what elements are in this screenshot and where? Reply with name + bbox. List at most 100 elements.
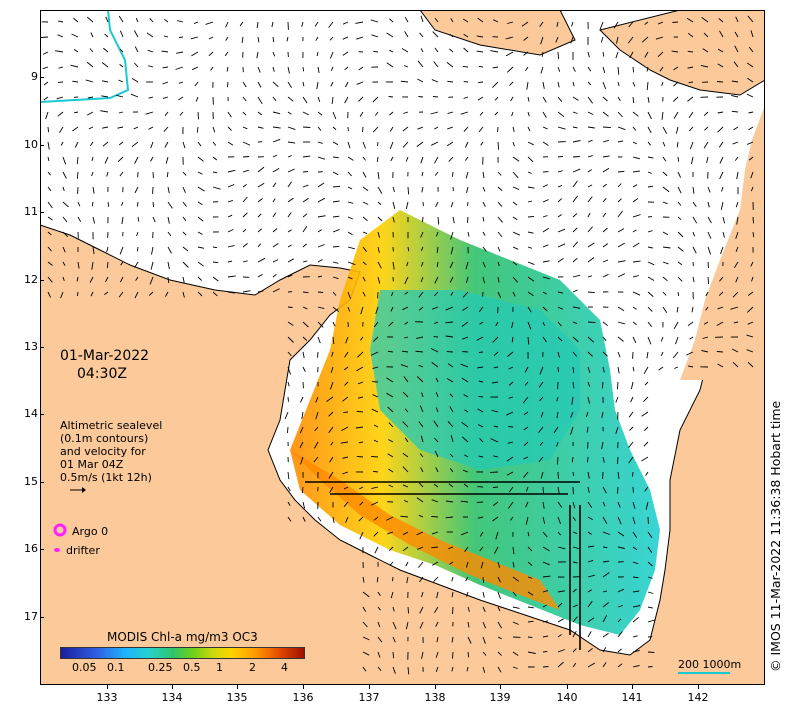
velocity-arrow (687, 96, 694, 102)
velocity-arrow (615, 426, 619, 434)
velocity-arrow (302, 321, 309, 328)
velocity-arrow (449, 406, 454, 413)
velocity-arrow (748, 126, 754, 131)
velocity-arrow (617, 531, 625, 537)
velocity-arrow (512, 651, 519, 656)
velocity-arrow (587, 351, 593, 357)
velocity-arrow (587, 396, 590, 404)
velocity-arrow (525, 66, 529, 71)
velocity-arrow (104, 156, 109, 164)
velocity-arrow (287, 197, 294, 203)
velocity-arrow (527, 126, 531, 132)
velocity-arrow (462, 306, 469, 311)
velocity-arrow (572, 96, 579, 101)
map-canvas (40, 10, 765, 685)
velocity-arrow (149, 276, 154, 285)
velocity-arrow (542, 531, 548, 538)
velocity-arrow (617, 663, 623, 668)
velocity-arrow (362, 186, 369, 192)
velocity-arrow (271, 21, 274, 28)
velocity-arrow (615, 396, 619, 403)
velocity-arrow (345, 336, 349, 344)
velocity-arrow (477, 366, 484, 369)
velocity-arrow (418, 514, 424, 518)
velocity-arrow (587, 531, 592, 535)
velocity-arrow (632, 306, 637, 310)
velocity-arrow (347, 246, 355, 250)
velocity-arrow (492, 486, 499, 488)
velocity-arrow (572, 111, 578, 114)
velocity-arrow (360, 306, 364, 315)
lon-tick: 139 (480, 685, 520, 704)
velocity-arrow (62, 171, 67, 179)
velocity-arrow (647, 306, 653, 312)
velocity-arrow (701, 17, 709, 23)
velocity-arrow (451, 591, 454, 598)
velocity-arrow (47, 201, 53, 209)
velocity-arrow (332, 291, 337, 296)
velocity-arrow (527, 620, 534, 623)
velocity-arrow (539, 441, 544, 446)
velocity-arrow (417, 60, 424, 68)
velocity-arrow (434, 276, 439, 284)
velocity-arrow (400, 515, 409, 518)
velocity-arrow (402, 484, 409, 488)
velocity-arrow (731, 110, 739, 113)
velocity-arrow (357, 351, 364, 358)
velocity-arrow (62, 261, 66, 266)
velocity-arrow (450, 434, 454, 443)
velocity-arrow (272, 212, 277, 218)
velocity-arrow (302, 516, 306, 522)
velocity-arrow (178, 36, 184, 39)
velocity-arrow (406, 576, 409, 584)
velocity-arrow (401, 350, 409, 353)
velocity-arrow (377, 621, 381, 628)
velocity-arrow (166, 171, 169, 178)
velocity-arrow (88, 126, 94, 130)
velocity-arrow (317, 244, 325, 248)
velocity-arrow (287, 486, 291, 492)
drifter-label: drifter (66, 544, 100, 557)
velocity-arrow (508, 486, 514, 493)
velocity-arrow (736, 216, 739, 225)
velocity-arrow (317, 275, 323, 278)
velocity-arrow (587, 155, 593, 158)
velocity-arrow (377, 231, 381, 238)
velocity-arrow (572, 140, 581, 143)
velocity-arrow (462, 18, 469, 23)
velocity-arrow (431, 531, 439, 535)
velocity-arrow (344, 96, 349, 104)
velocity-arrow (40, 36, 49, 38)
velocity-arrow (182, 231, 187, 236)
velocity-arrow (617, 605, 624, 608)
velocity-arrow (497, 666, 502, 673)
velocity-arrow (134, 46, 139, 53)
velocity-arrow (617, 516, 622, 525)
velocity-arrow (60, 291, 64, 299)
velocity-arrow (587, 81, 592, 86)
velocity-arrow (686, 17, 694, 23)
velocity-arrow (302, 96, 308, 104)
velocity-arrow (212, 141, 217, 146)
velocity-arrow (119, 246, 124, 255)
velocity-arrow (417, 546, 424, 550)
velocity-arrow (602, 546, 608, 549)
velocity-arrow (103, 47, 109, 53)
velocity-arrow (343, 486, 349, 490)
velocity-arrow (302, 184, 309, 188)
velocity-arrow (527, 306, 532, 313)
velocity-arrow (492, 66, 499, 69)
velocity-arrow (419, 576, 424, 583)
velocity-arrow (449, 561, 454, 565)
velocity-arrow (632, 531, 638, 538)
velocity-arrow (135, 276, 139, 281)
velocity-arrow (646, 351, 649, 359)
velocity-arrow (358, 96, 364, 102)
velocity-arrow (117, 126, 124, 129)
velocity-arrow (392, 216, 395, 223)
velocity-arrow (362, 156, 366, 161)
velocity-arrow (418, 482, 424, 488)
velocity-arrow (257, 257, 266, 263)
velocity-arrow (433, 576, 439, 583)
velocity-arrow (372, 126, 379, 133)
